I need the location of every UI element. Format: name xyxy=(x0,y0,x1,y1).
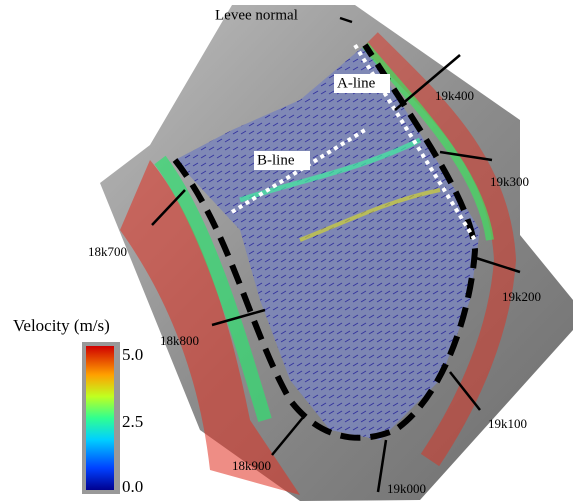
b-line-label: B-line xyxy=(257,152,295,168)
colorbar-tick: 5.0 xyxy=(122,345,143,364)
colorbar xyxy=(86,346,114,490)
station-label: 18k900 xyxy=(232,458,271,473)
station-label: 18k700 xyxy=(88,244,127,259)
station-label: 19k300 xyxy=(490,174,529,189)
station-label: 18k800 xyxy=(160,333,199,348)
colorbar-tick: 0.0 xyxy=(122,477,143,496)
levee-label: Levee normal xyxy=(215,7,298,23)
station-label: 19k400 xyxy=(435,88,474,103)
colorbar-tick: 2.5 xyxy=(122,412,143,431)
colorbar-title: Velocity (m/s) xyxy=(13,316,110,335)
figure: Levee normal A-line B-line 19k400 19k300… xyxy=(0,0,573,501)
station-label: 19k200 xyxy=(502,289,541,304)
a-line-label: A-line xyxy=(337,75,376,91)
station-label: 19k000 xyxy=(387,481,426,496)
station-label: 19k100 xyxy=(488,416,527,431)
